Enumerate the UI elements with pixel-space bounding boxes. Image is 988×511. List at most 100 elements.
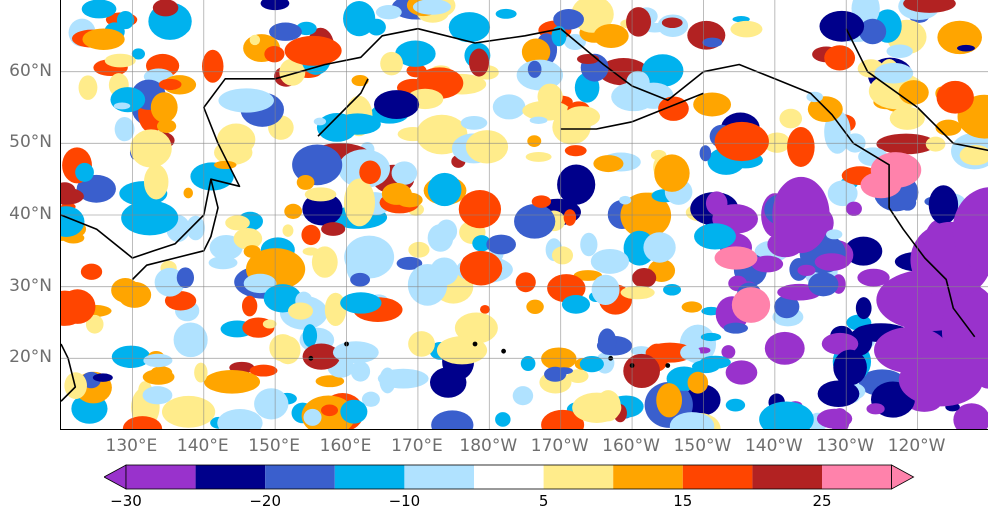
- colorbar-extend-high: [891, 464, 915, 490]
- island: [501, 348, 506, 354]
- anomaly-patch: [408, 331, 435, 357]
- anomaly-patch: [130, 129, 172, 168]
- anomaly-patch: [541, 409, 585, 429]
- anomaly-patch: [264, 46, 285, 63]
- anomaly-patch: [395, 40, 436, 67]
- anomaly-patch: [427, 172, 462, 207]
- anomaly-patch: [344, 235, 395, 279]
- anomaly-patch: [173, 322, 208, 358]
- anomaly-patch: [495, 412, 511, 427]
- anomaly-patch: [351, 74, 369, 87]
- anomaly-patch: [379, 367, 396, 394]
- anomaly-patch: [460, 116, 488, 130]
- anomaly-patch: [288, 302, 313, 320]
- anomaly-patch: [373, 90, 420, 119]
- anomaly-patch: [855, 297, 872, 320]
- anomaly-patch: [302, 247, 320, 256]
- anomaly-patch: [190, 162, 234, 191]
- colorbar-segment: [265, 465, 335, 489]
- anomaly-patch: [302, 324, 318, 348]
- anomaly-patch: [564, 145, 587, 157]
- anomaly-patch: [114, 116, 135, 142]
- latitude-label: 20°N: [9, 347, 52, 368]
- anomaly-patch: [764, 331, 805, 365]
- anomaly-patch: [202, 49, 224, 83]
- anomaly-patch: [626, 7, 652, 37]
- colorbar-segment: [126, 465, 196, 489]
- anomaly-patch: [714, 246, 758, 270]
- anomaly-patch: [448, 12, 491, 43]
- colorbar-extend-low: [104, 464, 127, 490]
- anomaly-patch: [721, 345, 736, 359]
- anomaly-patch: [340, 399, 368, 424]
- anomaly-patch: [407, 264, 448, 306]
- anomaly-patch: [699, 145, 712, 162]
- anomaly-patch: [350, 361, 371, 382]
- anomaly-patch: [827, 180, 858, 207]
- anomaly-patch: [301, 224, 321, 246]
- anomaly-patch: [714, 121, 769, 162]
- longitude-label: 130°W: [816, 436, 875, 456]
- anomaly-patch: [694, 223, 736, 250]
- anomaly-patch: [580, 232, 598, 257]
- anomaly-patch: [903, 0, 956, 13]
- coastline: [61, 27, 976, 338]
- anomaly-patch: [396, 256, 423, 270]
- anomaly-patch: [176, 267, 195, 289]
- latitude-label: 30°N: [9, 275, 52, 296]
- anomaly-patch: [412, 0, 452, 15]
- anomaly-patch: [316, 113, 358, 142]
- anomaly-patch: [529, 116, 548, 124]
- anomaly-patch: [304, 187, 337, 202]
- anomaly-patch: [821, 332, 859, 355]
- anomaly-patch: [61, 187, 84, 205]
- longitude-label: 150°E: [248, 436, 300, 456]
- anomaly-patch: [143, 164, 169, 200]
- colorbar-segment: [474, 465, 544, 489]
- anomaly-patch: [152, 0, 179, 17]
- anomaly-patch: [787, 126, 815, 167]
- anomaly-patch: [81, 0, 117, 19]
- anomaly-patch: [468, 48, 490, 77]
- anomaly-patch: [521, 38, 551, 66]
- anomaly-patch: [571, 0, 614, 33]
- anomaly-patch: [284, 35, 342, 66]
- anomaly-patch: [396, 192, 423, 208]
- anomaly-patch: [454, 312, 498, 344]
- anomaly-patch: [541, 347, 577, 371]
- longitude-label: 140°E: [176, 436, 229, 456]
- longitude-label: 130°E: [105, 436, 158, 456]
- anomaly-patch: [116, 10, 135, 30]
- anomaly-patch: [661, 17, 683, 29]
- anomaly-patch: [311, 246, 338, 278]
- anomaly-patch: [242, 295, 258, 317]
- anomaly-patch: [579, 355, 604, 373]
- anomaly-patch: [663, 283, 682, 296]
- anomaly-patch: [537, 83, 563, 110]
- longitude-label: 160°W: [602, 436, 660, 456]
- longitude-label: 120°W: [887, 436, 946, 456]
- anomaly-patch: [699, 355, 731, 369]
- anomaly-patch: [208, 256, 238, 270]
- anomaly-patch: [218, 88, 274, 113]
- anomaly-patch: [874, 62, 914, 84]
- anomaly-patch: [225, 215, 250, 231]
- anomaly-patch: [343, 1, 376, 37]
- anomaly-patch: [186, 215, 205, 241]
- anomaly-patch: [561, 295, 591, 314]
- anomaly-patch: [269, 22, 302, 41]
- colorbar-segment: [752, 465, 822, 489]
- anomaly-patch: [121, 200, 179, 236]
- island: [665, 363, 671, 368]
- anomaly-patch: [830, 408, 850, 429]
- anomaly-patch: [214, 140, 253, 165]
- anomaly-patch: [75, 162, 94, 182]
- anomaly-patch: [431, 410, 474, 429]
- anomaly-patch: [898, 353, 984, 407]
- anomaly-patch: [886, 44, 913, 59]
- anomaly-patch: [563, 209, 577, 226]
- colorbar-tick-label: −10: [388, 492, 421, 510]
- longitude-label: 160°E: [319, 436, 372, 456]
- colorbar-tick-label: −20: [249, 492, 282, 510]
- anomaly-patch: [730, 20, 763, 38]
